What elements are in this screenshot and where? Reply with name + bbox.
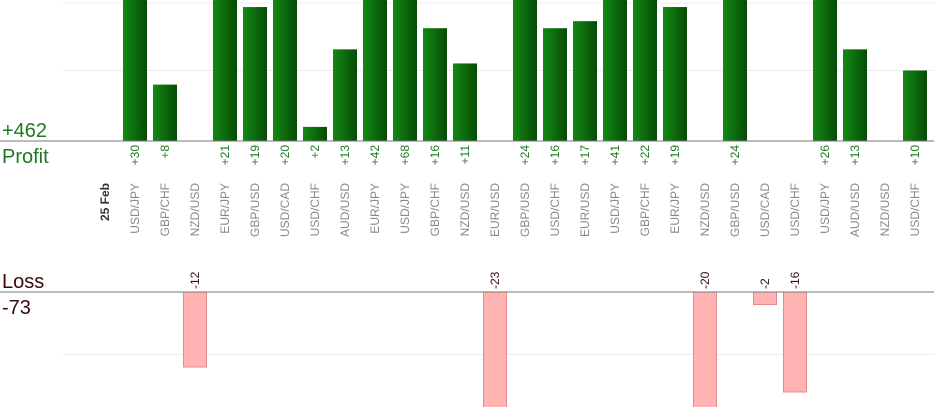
x-tick-label: USD/CAD [758, 183, 772, 237]
profit-bar [273, 0, 297, 141]
x-tick-label: USD/CHF [908, 183, 922, 236]
x-tick-label: USD/JPY [398, 183, 412, 234]
x-tick-label: EUR/JPY [218, 183, 232, 234]
profit-value-label: +8 [158, 145, 172, 159]
profit-value-label: +10 [908, 145, 922, 166]
date-label: 25 Feb [98, 183, 112, 221]
profit-bar [303, 126, 327, 141]
x-tick-label: NZD/USD [188, 183, 202, 237]
profit-value-label: +41 [608, 145, 622, 166]
profit-value-label: +19 [668, 145, 682, 166]
profit-value-label: +42 [368, 145, 382, 166]
profit-total: +462 [2, 120, 47, 142]
profit-bar [723, 0, 747, 141]
profit-bar [333, 49, 357, 141]
x-tick-label: AUD/USD [338, 183, 352, 237]
profit-value-label: +30 [128, 145, 142, 166]
x-tick-label: USD/CHF [308, 183, 322, 236]
profit-bar [813, 0, 837, 141]
x-tick-label: USD/CHF [788, 183, 802, 236]
profit-bars [123, 0, 927, 141]
loss-bar [693, 292, 717, 407]
profit-bar [513, 0, 537, 141]
profit-legend: Profit [2, 146, 49, 168]
x-tick-label: AUD/USD [848, 183, 862, 237]
profit-bar [663, 7, 687, 141]
x-tick-label: GBP/CHF [428, 183, 442, 236]
profit-value-label: +16 [548, 145, 562, 166]
x-tick-label: GBP/USD [728, 183, 742, 237]
profit-bar [633, 0, 657, 141]
loss-value-label: -23 [488, 271, 502, 289]
loss-bar [753, 292, 777, 305]
x-tick-label: GBP/CHF [638, 183, 652, 236]
profit-value-label: +13 [338, 145, 352, 166]
x-tick-label: USD/CAD [278, 183, 292, 237]
profit-value-label: +22 [638, 145, 652, 166]
x-tick-label: EUR/JPY [668, 183, 682, 234]
profit-bar [423, 28, 447, 141]
profit-bar [603, 0, 627, 141]
loss-bar [783, 292, 807, 393]
loss-legend: Loss [2, 271, 44, 293]
x-tick-label: USD/JPY [608, 183, 622, 234]
profit-value-label: +19 [248, 145, 262, 166]
x-tick-label: EUR/USD [488, 183, 502, 237]
loss-bars [183, 292, 807, 407]
profit-bar [213, 0, 237, 141]
profit-value-label: +24 [728, 145, 742, 166]
profit-bar [363, 0, 387, 141]
profit-value-label: +68 [398, 145, 412, 166]
profit-value-label: +2 [308, 145, 322, 159]
x-tick-label: GBP/CHF [158, 183, 172, 236]
profit-bar [393, 0, 417, 141]
loss-bar [183, 292, 207, 368]
loss-total: -73 [2, 297, 31, 319]
loss-value-label: -12 [188, 271, 202, 289]
x-tick-label: USD/JPY [128, 183, 142, 234]
loss-bar [483, 292, 507, 407]
profit-value-label: +16 [428, 145, 442, 166]
loss-value-label: -20 [698, 271, 712, 289]
x-tick-label: NZD/USD [458, 183, 472, 237]
x-tick-label: GBP/USD [518, 183, 532, 237]
profit-bar [543, 28, 567, 141]
profit-bar [243, 7, 267, 141]
x-tick-label: NZD/USD [698, 183, 712, 237]
profit-value-label: +21 [218, 145, 232, 166]
profit-bar [573, 21, 597, 141]
profit-bar [123, 0, 147, 141]
x-tick-label: USD/CHF [548, 183, 562, 236]
profit-bar [153, 84, 177, 141]
loss-value-label: -16 [788, 271, 802, 289]
x-tick-label: EUR/JPY [368, 183, 382, 234]
profit-value-label: +26 [818, 145, 832, 166]
profit-value-label: +13 [848, 145, 862, 166]
profit-bar [903, 70, 927, 141]
profit-bar [843, 49, 867, 141]
x-tick-label: GBP/USD [248, 183, 262, 237]
x-tick-label: NZD/USD [878, 183, 892, 237]
profit-value-label: +17 [578, 145, 592, 166]
profit-value-label: +11 [458, 145, 472, 165]
profit-value-label: +24 [518, 145, 532, 166]
loss-value-label: -2 [758, 278, 772, 289]
profit-bar [453, 63, 477, 141]
profit-value-label: +20 [278, 145, 292, 166]
x-tick-label: EUR/USD [578, 183, 592, 237]
x-tick-label: USD/JPY [818, 183, 832, 234]
